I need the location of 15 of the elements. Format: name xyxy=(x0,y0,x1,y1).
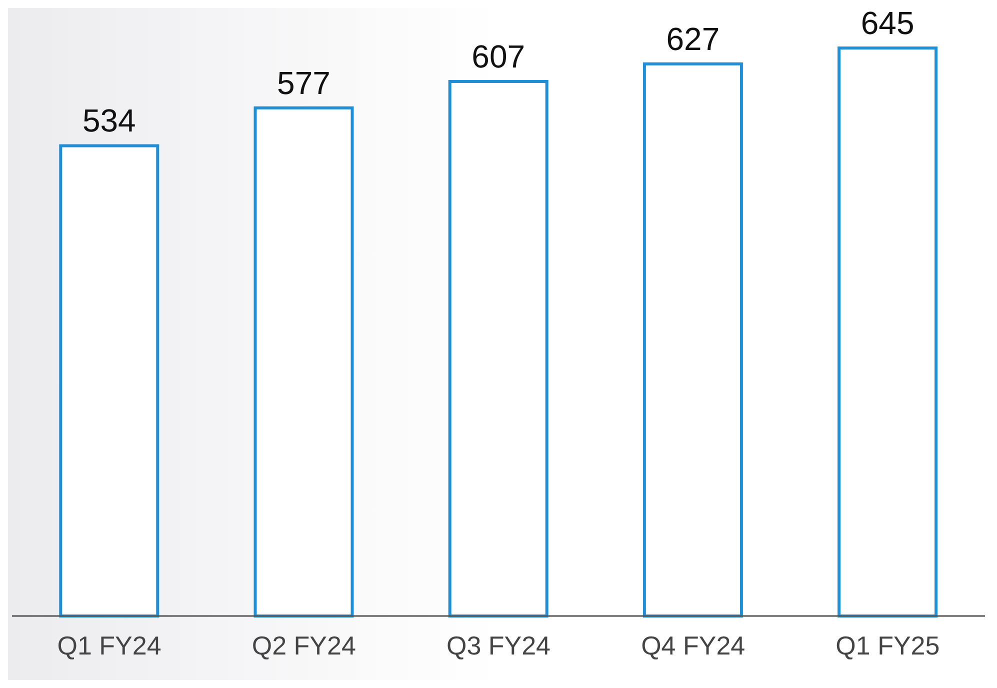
bar xyxy=(448,80,548,618)
x-tick-label: Q3 FY24 xyxy=(446,630,551,660)
bar xyxy=(838,46,938,618)
x-tick-label: Q1 FY25 xyxy=(836,630,940,660)
data-label: 627 xyxy=(666,20,720,57)
x-tick-label: Q4 FY24 xyxy=(641,630,746,660)
bar xyxy=(59,144,160,618)
x-tick-label: Q2 FY24 xyxy=(252,630,356,660)
bar xyxy=(642,62,743,618)
data-label: 577 xyxy=(277,64,330,101)
x-tick-label: Q1 FY24 xyxy=(57,630,162,660)
bar xyxy=(254,106,354,618)
data-label: 534 xyxy=(82,102,136,139)
data-label: 645 xyxy=(860,5,914,41)
data-label: 607 xyxy=(472,38,526,74)
